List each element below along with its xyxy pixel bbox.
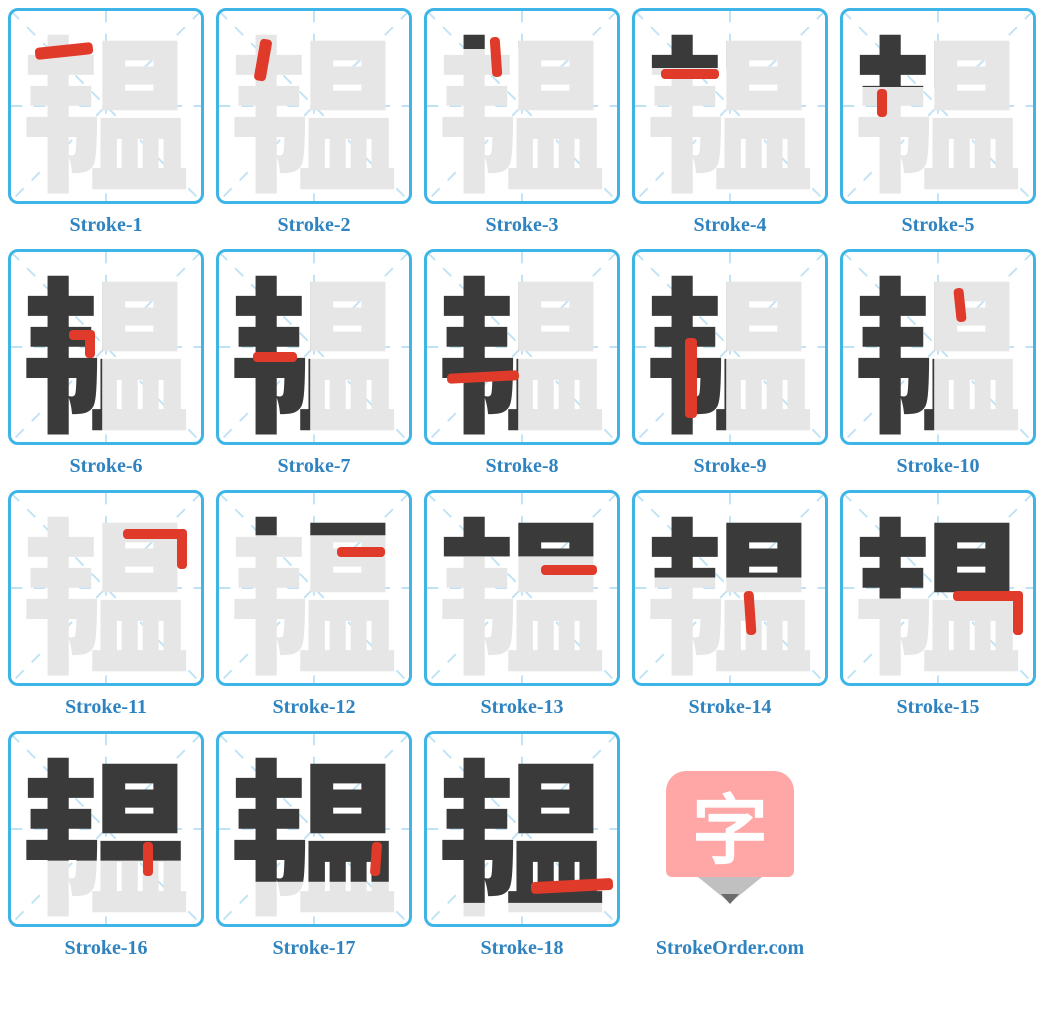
stroke-tile: 韫 韫 xyxy=(632,249,828,445)
stroke-tile: 韫 韫 xyxy=(8,249,204,445)
pencil-icon xyxy=(698,877,762,904)
stroke-caption: Stroke-7 xyxy=(278,455,351,478)
stroke-caption: Stroke-3 xyxy=(486,214,559,237)
current-stroke xyxy=(427,734,617,924)
stroke-caption: Stroke-18 xyxy=(481,937,564,960)
stroke-tile: 韫 韫 xyxy=(840,8,1036,204)
stroke-cell: 韫 韫 Stroke-5 xyxy=(840,8,1036,237)
stroke-tile: 韫 韫 xyxy=(424,8,620,204)
stroke-tile: 韫 韫 xyxy=(632,8,828,204)
stroke-cell: 韫 韫 Stroke-6 xyxy=(8,249,204,478)
stroke-cell: 韫 韫 Stroke-17 xyxy=(216,731,412,960)
logo-cell: 字 StrokeOrder.com xyxy=(632,731,828,960)
stroke-tile: 韫 韫 xyxy=(216,8,412,204)
stroke-caption: Stroke-5 xyxy=(902,214,975,237)
stroke-caption: Stroke-10 xyxy=(897,455,980,478)
current-stroke xyxy=(635,11,825,201)
stroke-caption: Stroke-4 xyxy=(694,214,767,237)
current-stroke xyxy=(11,11,201,201)
current-stroke xyxy=(843,252,1033,442)
stroke-caption: Stroke-17 xyxy=(273,937,356,960)
stroke-cell: 韫 韫 Stroke-1 xyxy=(8,8,204,237)
stroke-cell: 韫 韫 Stroke-2 xyxy=(216,8,412,237)
stroke-tile: 韫 韫 xyxy=(8,8,204,204)
stroke-cell: 韫 韫 Stroke-16 xyxy=(8,731,204,960)
stroke-caption: Stroke-1 xyxy=(70,214,143,237)
current-stroke xyxy=(219,11,409,201)
stroke-cell: 韫 韫 Stroke-14 xyxy=(632,490,828,719)
stroke-tile: 韫 韫 xyxy=(424,731,620,927)
current-stroke xyxy=(219,252,409,442)
stroke-cell: 韫 韫 Stroke-11 xyxy=(8,490,204,719)
stroke-caption: Stroke-8 xyxy=(486,455,559,478)
stroke-tile: 韫 韫 xyxy=(216,731,412,927)
stroke-caption: Stroke-16 xyxy=(65,937,148,960)
current-stroke xyxy=(219,734,409,924)
stroke-tile: 韫 韫 xyxy=(424,249,620,445)
stroke-tile: 韫 韫 xyxy=(424,490,620,686)
stroke-caption: Stroke-9 xyxy=(694,455,767,478)
stroke-tile: 韫 韫 xyxy=(840,490,1036,686)
stroke-caption: Stroke-13 xyxy=(481,696,564,719)
stroke-caption: Stroke-14 xyxy=(689,696,772,719)
current-stroke xyxy=(635,252,825,442)
current-stroke xyxy=(843,11,1033,201)
logo-box: 字 xyxy=(666,771,794,877)
current-stroke xyxy=(11,252,201,442)
stroke-cell: 韫 韫 Stroke-12 xyxy=(216,490,412,719)
stroke-cell: 韫 韫 Stroke-4 xyxy=(632,8,828,237)
stroke-cell: 韫 韫 Stroke-18 xyxy=(424,731,620,960)
current-stroke xyxy=(427,252,617,442)
current-stroke xyxy=(427,11,617,201)
stroke-tile: 韫 韫 xyxy=(8,731,204,927)
stroke-cell: 韫 韫 Stroke-15 xyxy=(840,490,1036,719)
stroke-grid: 韫 韫 Stroke-1 韫 韫 Stroke-2 xyxy=(8,8,1042,960)
current-stroke xyxy=(219,493,409,683)
stroke-caption: Stroke-15 xyxy=(897,696,980,719)
stroke-caption: Stroke-6 xyxy=(70,455,143,478)
current-stroke xyxy=(11,493,201,683)
site-logo: 字 xyxy=(632,731,828,927)
logo-character: 字 xyxy=(692,769,768,879)
current-stroke xyxy=(11,734,201,924)
logo-caption: StrokeOrder.com xyxy=(656,937,804,960)
stroke-caption: Stroke-12 xyxy=(273,696,356,719)
stroke-caption: Stroke-11 xyxy=(65,696,147,719)
stroke-cell: 韫 韫 Stroke-10 xyxy=(840,249,1036,478)
stroke-cell: 韫 韫 Stroke-13 xyxy=(424,490,620,719)
stroke-tile: 韫 韫 xyxy=(216,249,412,445)
stroke-tile: 韫 韫 xyxy=(840,249,1036,445)
stroke-caption: Stroke-2 xyxy=(278,214,351,237)
stroke-tile: 韫 韫 xyxy=(216,490,412,686)
stroke-cell: 韫 韫 Stroke-8 xyxy=(424,249,620,478)
current-stroke xyxy=(427,493,617,683)
current-stroke xyxy=(843,493,1033,683)
stroke-tile: 韫 韫 xyxy=(8,490,204,686)
current-stroke xyxy=(635,493,825,683)
stroke-cell: 韫 韫 Stroke-7 xyxy=(216,249,412,478)
stroke-tile: 韫 韫 xyxy=(632,490,828,686)
stroke-cell: 韫 韫 Stroke-3 xyxy=(424,8,620,237)
stroke-cell: 韫 韫 Stroke-9 xyxy=(632,249,828,478)
